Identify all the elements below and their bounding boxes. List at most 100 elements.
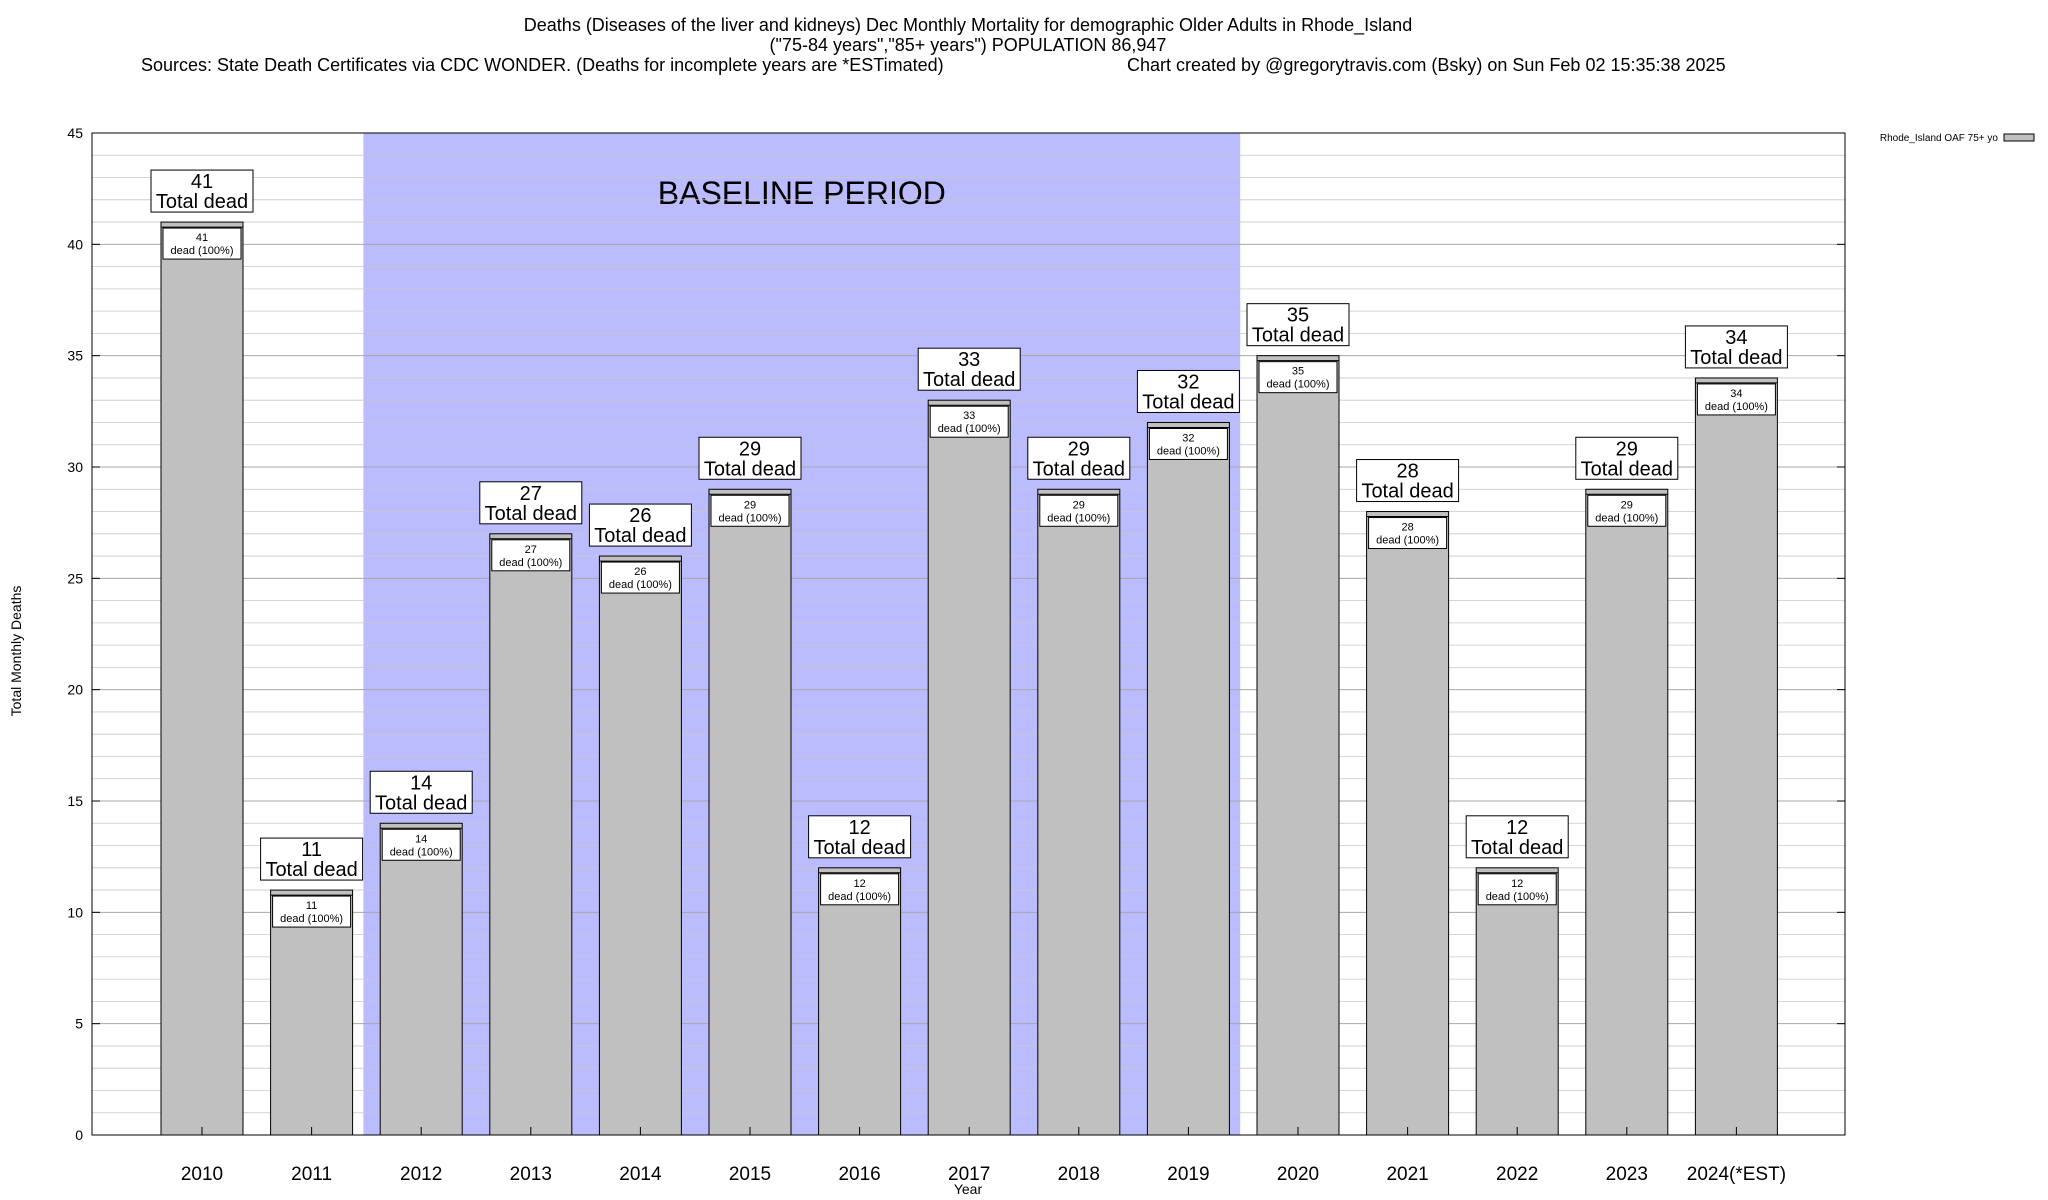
bar-inner-label-box xyxy=(1039,494,1119,527)
bar-inner-label-box xyxy=(1477,873,1557,906)
bar-total-label-box xyxy=(917,347,1021,391)
x-tick-label: 2013 xyxy=(510,1164,552,1185)
bar-inner-value: 29 xyxy=(1073,499,1085,511)
bar-inner-label-box xyxy=(491,539,571,572)
bar-inner-value: 32 xyxy=(1182,432,1194,444)
bar-total-value: 34 xyxy=(1725,327,1747,349)
bar-total-value: 12 xyxy=(848,817,870,839)
bar-inner-caption: dead (100%) xyxy=(719,512,782,524)
bar-inner-caption: dead (100%) xyxy=(280,913,343,925)
bar-inner-value: 33 xyxy=(963,410,975,422)
bar-total-value: 32 xyxy=(1177,371,1199,393)
bar-inner-label-box xyxy=(381,828,461,861)
y-tick-label: 5 xyxy=(75,1016,83,1032)
bar-total-value: 41 xyxy=(191,171,213,193)
bar-inner-value: 11 xyxy=(306,900,317,912)
bar-inner-value: 14 xyxy=(415,833,427,845)
bar-inner-caption: dead (100%) xyxy=(1595,512,1658,524)
y-tick-label: 30 xyxy=(67,459,83,475)
bar-inner-caption: dead (100%) xyxy=(390,846,453,858)
bar-inner-label-box xyxy=(929,405,1009,438)
bar-inner-value: 12 xyxy=(1511,878,1523,890)
bar-total-value: 11 xyxy=(301,839,322,861)
bar-total-label-box xyxy=(698,436,802,480)
x-tick-label: 2019 xyxy=(1167,1164,1209,1185)
y-tick-label: 15 xyxy=(67,793,83,809)
bar-inner-value: 29 xyxy=(744,499,756,511)
bar xyxy=(1585,488,1669,1136)
bar-total-caption: Total dead xyxy=(265,859,357,881)
bar xyxy=(1475,867,1559,1136)
bar-total-caption: Total dead xyxy=(485,503,577,525)
bar-total-label-box xyxy=(588,503,692,547)
bar-inner-label-box xyxy=(1696,383,1776,416)
y-tick-label: 20 xyxy=(67,682,83,698)
bar-inner-label-box xyxy=(1368,517,1448,550)
bar-inner-value: 12 xyxy=(853,878,865,890)
baseline-period-label: BASELINE PERIOD xyxy=(658,175,946,211)
y-tick-label: 40 xyxy=(67,236,83,252)
bar-inner-caption: dead (100%) xyxy=(828,891,891,903)
bar-total-caption: Total dead xyxy=(156,191,248,213)
bar xyxy=(1694,377,1778,1136)
bar-inner-value: 41 xyxy=(196,232,208,244)
x-tick-label: 2021 xyxy=(1386,1164,1428,1185)
bar-inner-caption: dead (100%) xyxy=(609,579,672,591)
bar xyxy=(1256,355,1340,1136)
y-tick-label: 0 xyxy=(75,1127,83,1143)
x-tick-label: 2016 xyxy=(838,1164,880,1185)
chart-title: Deaths (Diseases of the liver and kidney… xyxy=(524,15,1412,36)
bar-total-caption: Total dead xyxy=(375,792,467,814)
y-tick-label: 10 xyxy=(67,904,83,920)
bar xyxy=(270,889,354,1136)
chart-subtitle: ("75-84 years","85+ years") POPULATION 8… xyxy=(770,35,1167,55)
bar xyxy=(160,221,244,1136)
bar-total-value: 29 xyxy=(1068,438,1090,460)
x-tick-label: 2023 xyxy=(1606,1164,1648,1185)
bar-inner-value: 29 xyxy=(1621,499,1633,511)
bar-total-caption: Total dead xyxy=(1033,458,1125,480)
bar-total-caption: Total dead xyxy=(1142,391,1234,413)
bar-inner-caption: dead (100%) xyxy=(938,423,1001,435)
y-tick-label: 25 xyxy=(67,570,83,586)
bar xyxy=(708,488,792,1136)
bar-inner-caption: dead (100%) xyxy=(1157,445,1220,457)
bar-inner-caption: dead (100%) xyxy=(1705,401,1768,413)
x-tick-label: 2018 xyxy=(1058,1164,1100,1185)
x-tick-label: 2010 xyxy=(181,1164,223,1185)
bar-total-caption: Total dead xyxy=(594,525,686,547)
bar-inner-label-box xyxy=(272,895,352,928)
bar-total-caption: Total dead xyxy=(923,369,1015,391)
bar-total-caption: Total dead xyxy=(1690,347,1782,369)
bar-total-label-box xyxy=(1465,815,1569,859)
x-tick-label: 2020 xyxy=(1277,1164,1319,1185)
y-axis-title: Total Monthly Deaths xyxy=(8,586,24,717)
bar-total-label-box xyxy=(369,770,473,814)
legend: Rhode_Island OAF 75+ yo xyxy=(1880,133,2035,144)
bar xyxy=(489,533,573,1136)
bar-total-label-box xyxy=(1027,436,1131,480)
bar-total-value: 29 xyxy=(1616,438,1638,460)
bar-inner-label-box xyxy=(710,494,790,527)
bar-total-caption: Total dead xyxy=(1252,325,1344,347)
bar xyxy=(1146,421,1230,1136)
bar-total-value: 26 xyxy=(629,505,651,527)
bar-inner-caption: dead (100%) xyxy=(1267,379,1330,391)
bar-total-label-box xyxy=(1684,325,1788,369)
bar-inner-label-box xyxy=(162,227,242,260)
bar-total-value: 33 xyxy=(958,349,980,371)
bar-total-value: 14 xyxy=(410,772,432,794)
chart-credit: Chart created by @gregorytravis.com (Bsk… xyxy=(1127,55,1726,75)
bar-total-label-box xyxy=(260,837,364,881)
bar-inner-label-box xyxy=(600,561,680,594)
bar-inner-label-box xyxy=(1587,494,1667,527)
x-tick-label: 2011 xyxy=(291,1164,332,1185)
y-tick-label: 45 xyxy=(67,125,83,141)
bar-total-caption: Total dead xyxy=(1471,837,1563,859)
bar-total-label-box xyxy=(1575,436,1679,480)
bars-layer xyxy=(160,221,1778,1136)
plot-frame xyxy=(91,132,1846,1136)
bar-total-label-box xyxy=(479,481,583,525)
